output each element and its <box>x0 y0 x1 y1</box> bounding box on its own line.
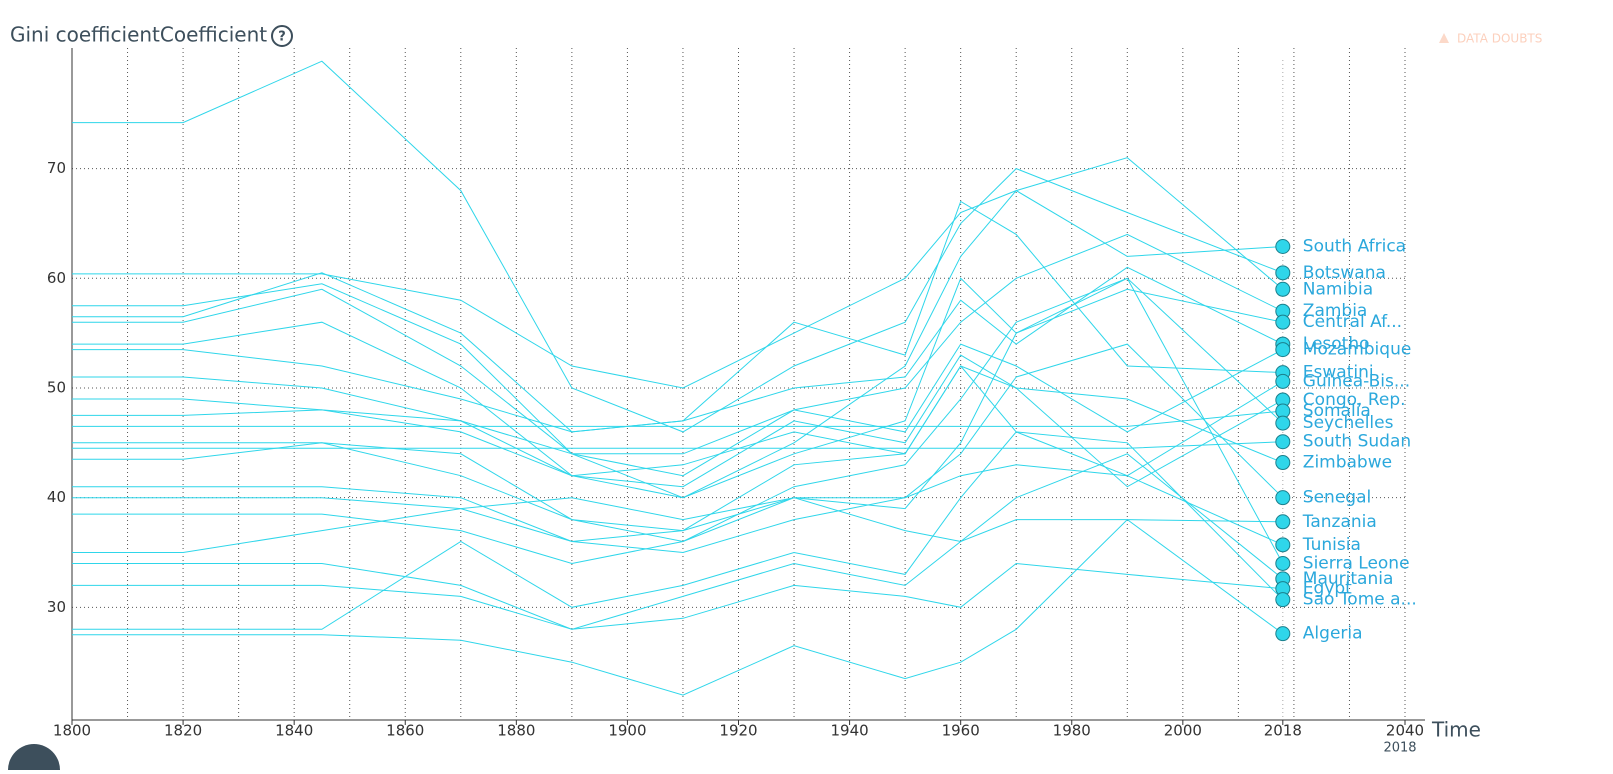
x-tick-label: 2040 <box>1386 722 1424 740</box>
series-line <box>72 497 1283 565</box>
series-line <box>72 277 1284 564</box>
x-tick-label: 1940 <box>830 722 868 740</box>
end-dot <box>1275 455 1291 471</box>
series-label[interactable]: Guinea-Bis... <box>1303 371 1410 391</box>
x-tick-label: 1800 <box>53 722 91 740</box>
series-label[interactable]: Congo, Rep. <box>1303 390 1406 410</box>
series-line <box>72 200 1283 433</box>
end-dot <box>1275 373 1291 389</box>
series-label[interactable]: Mozambique <box>1303 340 1412 360</box>
end-dot <box>1275 314 1291 330</box>
series-label[interactable]: Tanzania <box>1302 512 1377 532</box>
series-line <box>72 266 1284 433</box>
x-tick-label: 2018 <box>1264 722 1302 740</box>
end-dot <box>1275 239 1291 255</box>
series-label[interactable]: Botswana <box>1303 263 1386 283</box>
x-tick-label: 1960 <box>942 722 980 740</box>
end-dot <box>1275 490 1291 506</box>
x-tick-label: 1880 <box>497 722 535 740</box>
series-label[interactable]: Sao Tome a... <box>1303 590 1417 610</box>
y-tick-label: 60 <box>47 269 66 287</box>
end-dot <box>1275 434 1291 450</box>
end-dot <box>1275 342 1291 358</box>
series-label[interactable]: Eswatini <box>1303 363 1374 383</box>
end-dot <box>1275 592 1291 608</box>
end-dot <box>1275 555 1291 571</box>
data-doubts[interactable]: DATA DOUBTS <box>1457 32 1542 46</box>
current-time: 2018 <box>1383 741 1416 756</box>
series-line <box>72 365 1283 532</box>
series-line <box>72 343 1284 554</box>
series-label[interactable]: Zambia <box>1303 301 1368 321</box>
series-label[interactable]: Lesotho <box>1303 334 1370 354</box>
series-label[interactable]: South Africa <box>1303 237 1406 257</box>
x-tick-label: 1900 <box>608 722 646 740</box>
end-dot <box>1275 537 1291 553</box>
series-label[interactable]: Algeria <box>1303 624 1363 644</box>
series-label[interactable]: Central Af... <box>1303 312 1402 332</box>
warning-icon <box>1439 33 1449 43</box>
help-icon[interactable] <box>271 25 293 47</box>
series-label[interactable]: Mauritania <box>1303 569 1394 589</box>
series-line <box>72 343 1284 455</box>
x-tick-label: 1920 <box>719 722 757 740</box>
end-dot <box>1275 626 1291 642</box>
end-dot <box>1275 281 1291 297</box>
series-line <box>72 441 1283 449</box>
series-line <box>72 233 1284 477</box>
series-line <box>72 60 1283 433</box>
series-line <box>72 518 1284 696</box>
series-line <box>72 277 1283 499</box>
series-line <box>72 354 1284 488</box>
play-button[interactable] <box>8 744 60 774</box>
series-line <box>72 464 1284 546</box>
series-label[interactable]: Tunisia <box>1302 535 1361 555</box>
x-axis-title: Time <box>1431 718 1481 742</box>
chart-title: Gini coefficientCoefficient <box>10 23 267 47</box>
x-tick-label: 1980 <box>1053 722 1091 740</box>
series-label[interactable]: Namibia <box>1303 279 1373 299</box>
x-tick-label: 1840 <box>275 722 313 740</box>
x-tick-label: 1860 <box>386 722 424 740</box>
series-label[interactable]: Somalia <box>1303 401 1371 421</box>
y-tick-label: 70 <box>47 159 66 177</box>
series-label[interactable]: Senegal <box>1303 488 1371 508</box>
series-line <box>72 562 1283 630</box>
series-line <box>72 410 1283 427</box>
series-line <box>72 157 1284 499</box>
series-line <box>72 453 1284 630</box>
end-dot <box>1275 415 1291 431</box>
x-tick-label: 2000 <box>1164 722 1202 740</box>
series-label[interactable]: Egypt <box>1303 579 1352 599</box>
series-label[interactable]: South Sudan <box>1303 432 1411 452</box>
series-line <box>72 277 1284 543</box>
y-tick-label: 50 <box>47 378 66 396</box>
series-line <box>72 190 1283 389</box>
help-icon-text[interactable]: ? <box>278 30 286 45</box>
series-label[interactable]: Zimbabwe <box>1303 453 1392 473</box>
end-dot <box>1275 265 1291 281</box>
series-line <box>72 431 1284 630</box>
y-tick-label: 30 <box>47 598 66 616</box>
series-label[interactable]: Seychelles <box>1303 413 1394 433</box>
x-tick-label: 1820 <box>164 722 202 740</box>
series-label[interactable]: Sierra Leone <box>1303 553 1410 573</box>
y-tick-label: 40 <box>47 488 66 506</box>
end-dot <box>1275 514 1291 530</box>
